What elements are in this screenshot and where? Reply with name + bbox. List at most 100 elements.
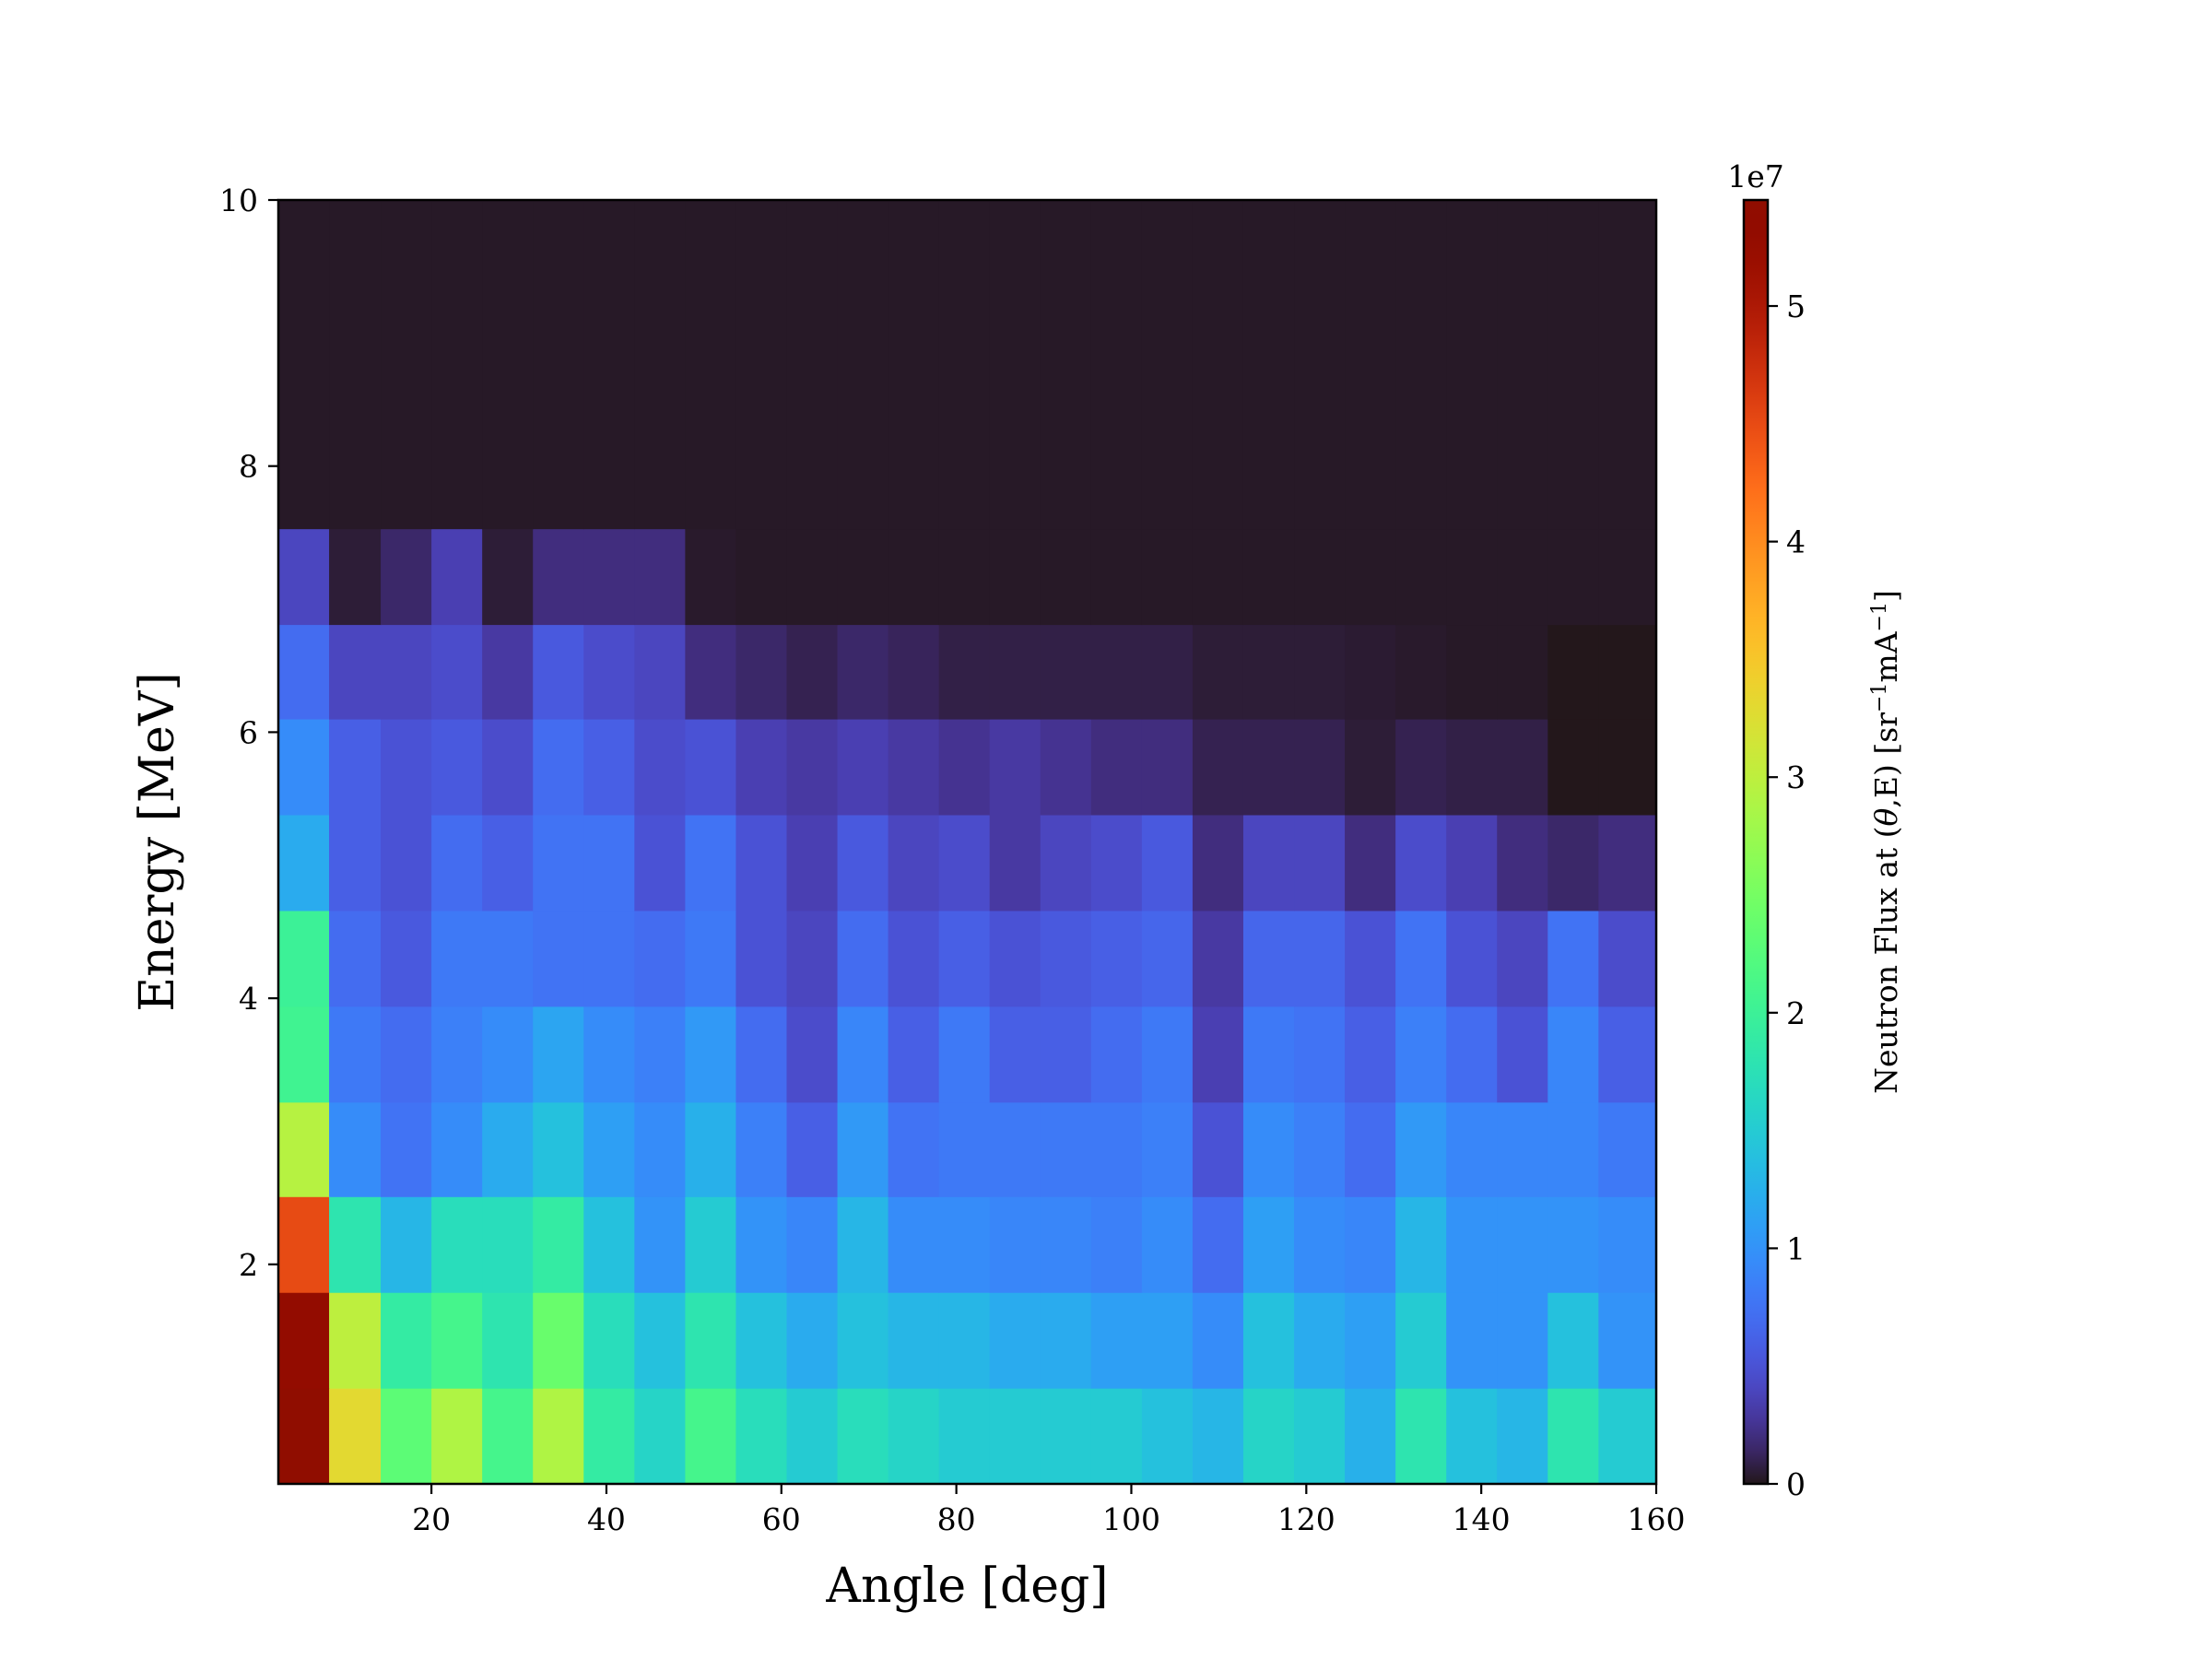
heatmap-cell xyxy=(1040,814,1092,912)
heatmap-cell xyxy=(989,910,1041,1007)
heatmap-cell xyxy=(431,1101,483,1197)
heatmap-cell xyxy=(634,624,686,720)
heatmap-cell xyxy=(431,1388,483,1485)
heatmap-cell xyxy=(1547,1388,1599,1485)
heatmap-cell xyxy=(1497,1006,1548,1103)
heatmap-cell xyxy=(482,1388,534,1485)
heatmap-cell xyxy=(1395,1292,1447,1389)
heatmap-cell xyxy=(482,1292,534,1389)
heatmap-cell xyxy=(1446,1388,1498,1485)
heatmap-cell xyxy=(1345,910,1396,1007)
heatmap-cell xyxy=(786,624,839,720)
heatmap-cell xyxy=(837,718,889,816)
heatmap-cell xyxy=(583,1388,635,1485)
heatmap-cell xyxy=(278,1006,330,1103)
colorbar-tick-label: 3 xyxy=(1786,759,1806,795)
heatmap-cell xyxy=(1395,1196,1447,1293)
heatmap-cell xyxy=(1497,718,1548,816)
heatmap-cell xyxy=(989,814,1041,912)
heatmap-cell xyxy=(938,814,991,912)
heatmap-cell xyxy=(1446,1101,1498,1197)
x-tick-label: 120 xyxy=(1277,1501,1335,1537)
heatmap-cell xyxy=(888,1006,940,1103)
heatmap-cell xyxy=(786,528,839,626)
heatmap-cell xyxy=(938,200,991,530)
colorbar-label: Neutron Flux at (θ,E) [sr−1mA−1] xyxy=(1868,590,1905,1094)
heatmap-cell xyxy=(1598,200,1657,530)
heatmap-cell xyxy=(1040,1292,1092,1389)
heatmap-cell xyxy=(583,718,635,816)
heatmap-cell xyxy=(533,528,584,626)
heatmap-cell xyxy=(938,624,991,720)
heatmap-cell xyxy=(1497,814,1548,912)
heatmap-cell xyxy=(989,1388,1041,1485)
heatmap-cell xyxy=(1141,1101,1194,1197)
heatmap-cell xyxy=(888,910,940,1007)
heatmap-cell xyxy=(1547,200,1599,530)
heatmap-cell xyxy=(1547,814,1599,912)
x-tick-label: 140 xyxy=(1453,1501,1511,1537)
heatmap-cell xyxy=(888,814,940,912)
x-tick-label: 40 xyxy=(587,1501,626,1537)
heatmap-cell xyxy=(381,200,432,530)
heatmap-cell xyxy=(1497,1196,1548,1293)
heatmap-cell xyxy=(381,1196,432,1293)
x-tick-label: 20 xyxy=(412,1501,451,1537)
heatmap-cell xyxy=(1192,1388,1244,1485)
heatmap-cell xyxy=(482,910,534,1007)
heatmap-cell xyxy=(685,1292,737,1389)
heatmap-cell xyxy=(1141,718,1194,816)
y-tick-label: 6 xyxy=(239,714,258,750)
heatmap-cell xyxy=(533,1292,584,1389)
heatmap-cell xyxy=(989,1292,1041,1389)
heatmap-cell xyxy=(1598,528,1657,626)
heatmap-cell xyxy=(634,1006,686,1103)
heatmap-cell xyxy=(888,1101,940,1197)
heatmap-cell xyxy=(329,814,382,912)
heatmap-cell xyxy=(938,1292,991,1389)
heatmap-cell xyxy=(1598,1292,1657,1389)
heatmap-cell xyxy=(1547,718,1599,816)
heatmap-cell xyxy=(735,1388,788,1485)
heatmap-cell xyxy=(1345,528,1396,626)
heatmap-cell xyxy=(888,200,940,530)
heatmap-cell xyxy=(634,1292,686,1389)
colorbar-label-part-3: mA xyxy=(1868,630,1904,682)
heatmap-cell xyxy=(329,1292,382,1389)
heatmap-cell xyxy=(938,1196,991,1293)
heatmap-cell xyxy=(1446,1292,1498,1389)
heatmap-cell xyxy=(278,910,330,1007)
heatmap-cell xyxy=(1242,1101,1295,1197)
heatmap-cell xyxy=(1294,814,1346,912)
heatmap-cell xyxy=(685,1101,737,1197)
heatmap-cell xyxy=(1598,718,1657,816)
heatmap-cell xyxy=(482,814,534,912)
heatmap-cell xyxy=(1395,624,1447,720)
heatmap-cell xyxy=(1547,624,1599,720)
heatmap-cell xyxy=(837,624,889,720)
heatmap-cell xyxy=(685,1006,737,1103)
heatmap-cell xyxy=(1395,200,1447,530)
heatmap-cell xyxy=(634,1388,686,1485)
heatmap-cell xyxy=(431,1292,483,1389)
heatmap-cell xyxy=(1242,910,1295,1007)
colorbar-label-theta: θ xyxy=(1868,807,1904,826)
heatmap-cell xyxy=(482,200,534,530)
heatmap-cell xyxy=(1395,814,1447,912)
heatmap-cell xyxy=(888,1196,940,1293)
heatmap-cell xyxy=(1446,1196,1498,1293)
heatmap-cell xyxy=(583,200,635,530)
heatmap-cell xyxy=(1395,910,1447,1007)
colorbar-label-part-4: ] xyxy=(1868,590,1904,602)
colorbar-label-part-1: Neutron Flux at ( xyxy=(1868,826,1904,1093)
heatmap-cell xyxy=(685,814,737,912)
heatmap-cell xyxy=(1192,1101,1244,1197)
heatmap-cell xyxy=(735,814,788,912)
colorbar-tick-label: 1 xyxy=(1786,1230,1806,1266)
heatmap-cell xyxy=(786,1101,839,1197)
heatmap-cell xyxy=(1395,1101,1447,1197)
heatmap-cell xyxy=(1497,910,1548,1007)
heatmap-cell xyxy=(1598,1101,1657,1197)
x-tick-label: 60 xyxy=(762,1501,801,1537)
heatmap-cell xyxy=(431,624,483,720)
